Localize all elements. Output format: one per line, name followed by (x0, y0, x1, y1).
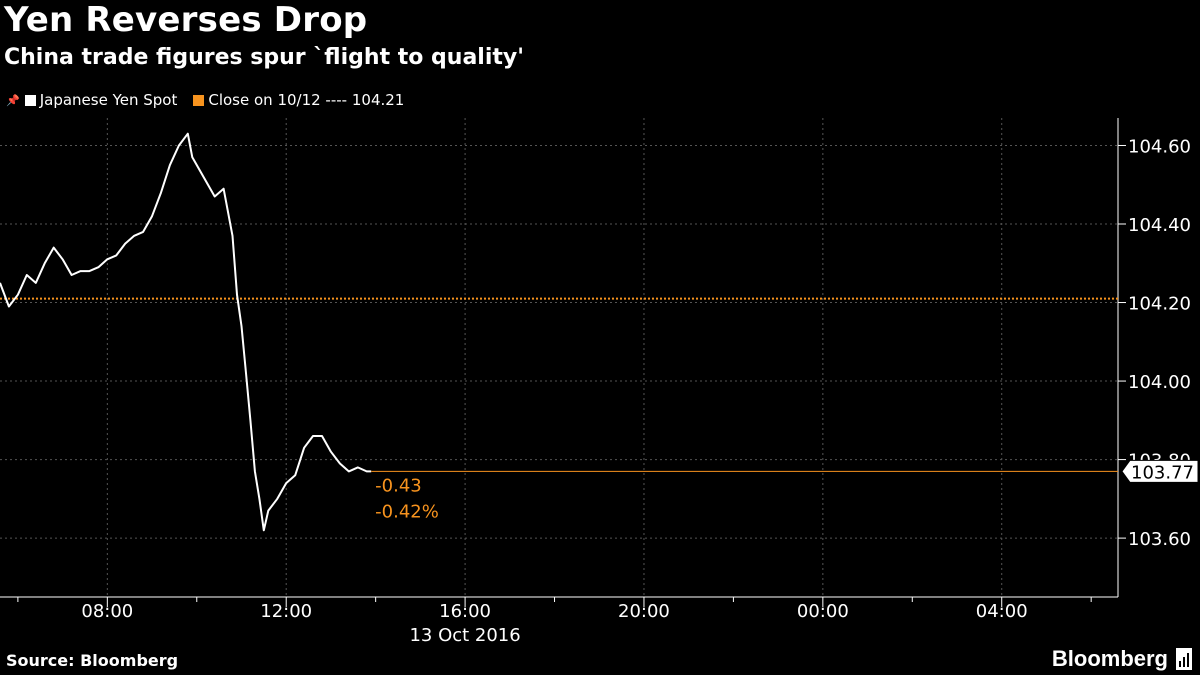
brand: Bloomberg (1052, 646, 1192, 672)
legend-close-label: Close on 10/12 ---- 104.21 (208, 91, 405, 109)
series-swatch (24, 94, 36, 106)
grid-lines (0, 118, 1118, 597)
pin-icon: 📌 (6, 93, 20, 107)
x-tick-label: 12:00 (260, 601, 312, 622)
last-value-label: 103.77 (1131, 462, 1194, 483)
bloomberg-logo-icon (1176, 648, 1192, 670)
x-tick-label: 08:00 (81, 601, 133, 622)
last-value-tag (1121, 459, 1199, 483)
change-percent-label: -0.42% (375, 501, 439, 522)
brand-name: Bloomberg (1051, 646, 1168, 671)
x-tick-label: 20:00 (618, 601, 670, 622)
legend: 📌 Japanese Yen Spot Close on 10/12 ---- … (6, 91, 404, 109)
change-absolute-label: -0.43 (375, 475, 422, 496)
axis-labels: 104.60104.40104.20104.00103.80103.6008:0… (81, 136, 1199, 646)
series-layer (0, 132, 1118, 532)
y-tick-label: 104.60 (1128, 136, 1191, 157)
source-label: Source: Bloomberg (6, 651, 179, 670)
y-tick-label: 104.40 (1128, 215, 1191, 236)
x-tick-label: 16:00 (439, 601, 491, 622)
legend-series-label: Japanese Yen Spot (39, 91, 178, 109)
chart-subtitle: China trade figures spur `flight to qual… (4, 45, 524, 70)
y-tick-label: 104.20 (1128, 294, 1191, 315)
x-axis-label: 13 Oct 2016 (409, 625, 520, 646)
legend-item-close: Close on 10/12 ---- 104.21 (193, 91, 404, 109)
close-swatch (193, 94, 205, 106)
x-tick-label: 00:00 (797, 601, 849, 622)
chart-title: Yen Reverses Drop (4, 0, 368, 40)
legend-item-series: 📌 Japanese Yen Spot (6, 91, 177, 109)
y-tick-label: 104.00 (1128, 372, 1191, 393)
yen-spot-series-line (0, 132, 372, 532)
y-tick-label: 103.60 (1128, 529, 1191, 550)
x-tick-label: 04:00 (976, 601, 1028, 622)
axes (0, 118, 1126, 607)
